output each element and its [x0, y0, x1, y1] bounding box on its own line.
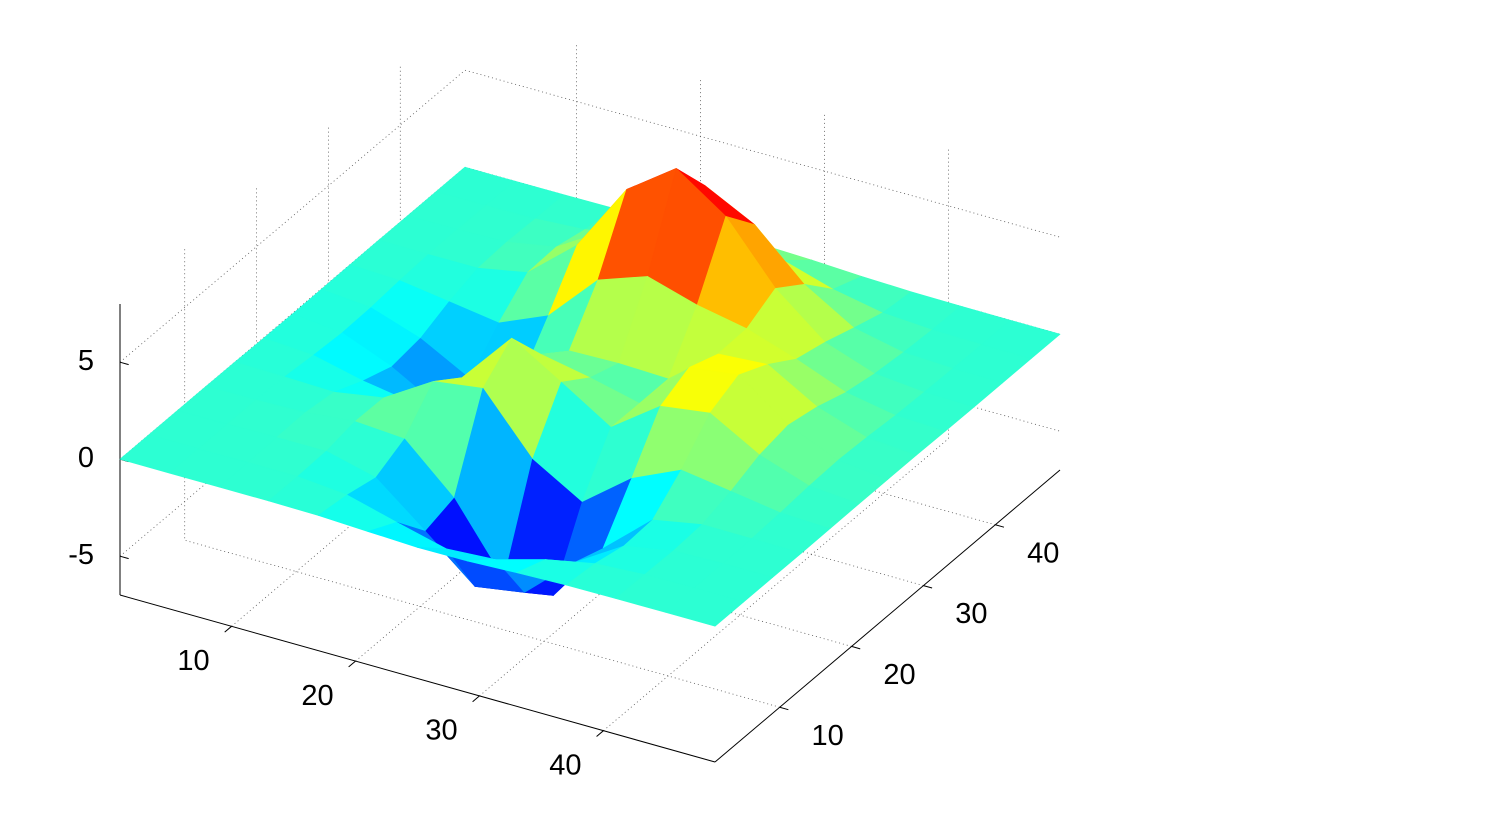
x-tick-label: 20: [301, 680, 333, 712]
x-tick: [596, 730, 604, 737]
z-tick-label: 5: [78, 345, 94, 377]
label-layer: 10 20 30 40 10 20 30 40 -5 0 5: [68, 345, 1059, 781]
x-tick: [348, 660, 356, 668]
z-tick-label: -5: [68, 539, 94, 571]
z-tick-label: 0: [78, 442, 94, 474]
y-tick: [779, 706, 789, 711]
surface-patch: [665, 587, 745, 627]
y-tick: [995, 524, 1005, 528]
x-tick-label: 10: [177, 645, 209, 677]
x-tick-label: 40: [549, 749, 581, 781]
y-tick-label: 10: [812, 720, 844, 752]
x-tick: [224, 625, 232, 633]
x-tick: [472, 695, 480, 703]
z-tick: [119, 555, 129, 560]
y-tick: [923, 585, 933, 589]
y-tick-label: 30: [955, 598, 987, 630]
y-axis: [714, 469, 1061, 763]
y-tick-label: 20: [883, 659, 915, 691]
z-tick: [119, 361, 129, 366]
y-tick: [851, 645, 861, 650]
axis-layer: [119, 304, 1061, 763]
x-axis: [119, 594, 716, 763]
x-tick-label: 30: [425, 715, 457, 747]
y-tick-label: 40: [1027, 537, 1059, 569]
surface-layer: [119, 166, 1061, 627]
